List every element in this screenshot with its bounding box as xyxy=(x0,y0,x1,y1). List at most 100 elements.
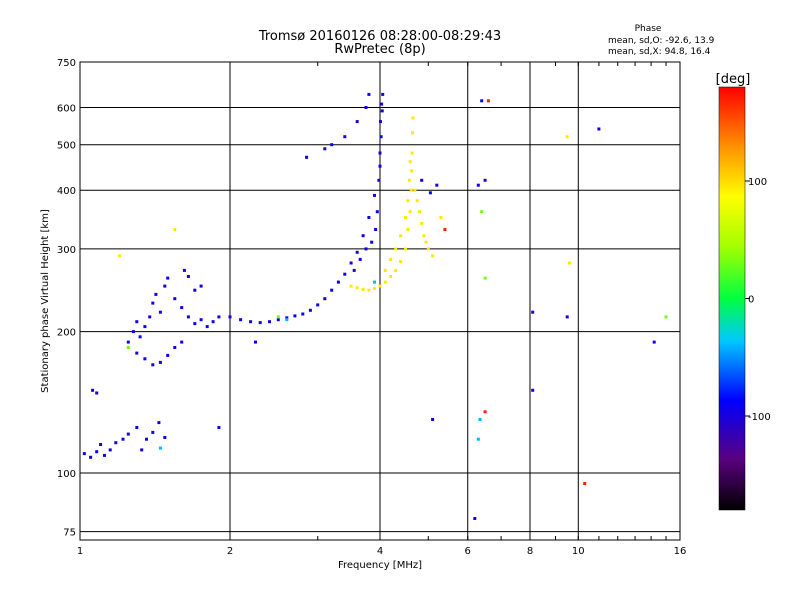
echo-point-o-trace-blue xyxy=(145,437,148,441)
echo-point-o-trace-blue xyxy=(358,257,362,261)
echo-point-o-trace-blue xyxy=(205,325,209,329)
colorbar xyxy=(718,86,746,511)
echo-point-o-trace-blue xyxy=(91,388,95,392)
echo-point-o-trace-blue xyxy=(211,320,215,324)
echo-point-o-trace-blue xyxy=(531,388,535,392)
echo-point-o-trace-blue xyxy=(323,147,327,151)
echo-point-o-trace-blue xyxy=(158,360,162,364)
echo-point-o-trace-blue xyxy=(249,320,253,324)
echo-point-o-trace-blue xyxy=(483,178,487,182)
echo-point-cyan-echoes xyxy=(476,437,480,441)
echo-point-o-trace-blue xyxy=(378,164,382,168)
echo-point-o-trace-blue xyxy=(135,320,139,324)
echo-point-o-trace-blue xyxy=(330,288,334,292)
echo-point-x-trace-yellow xyxy=(361,287,365,291)
echo-point-x-trace-yellow xyxy=(410,169,414,173)
echo-point-o-trace-blue xyxy=(349,261,353,265)
colorbar-tick-label: 0 xyxy=(748,295,754,306)
echo-point-x-trace-yellow xyxy=(173,228,177,231)
echo-point-x-trace-yellow xyxy=(389,257,393,261)
echo-point-o-trace-blue xyxy=(217,315,221,319)
echo-point-o-trace-blue xyxy=(254,340,257,344)
echo-point-o-trace-blue xyxy=(180,340,184,344)
chart-title: Tromsø 20160126 08:28:00-08:29:43 xyxy=(258,29,501,44)
echo-point-o-trace-blue xyxy=(379,120,382,124)
echo-point-o-trace-blue xyxy=(305,155,309,159)
echo-point-o-trace-blue xyxy=(199,284,203,288)
echo-point-o-trace-blue xyxy=(378,151,382,155)
echo-point-x-trace-yellow xyxy=(389,275,393,278)
echo-point-o-trace-blue xyxy=(323,297,327,301)
echo-point-o-trace-blue xyxy=(157,421,161,425)
phase-info-o: mean, sd,O: -92.6, 13.9 xyxy=(608,36,715,46)
echo-point-o-trace-blue xyxy=(126,432,130,436)
echo-point-o-trace-blue xyxy=(381,92,385,96)
echo-point-o-trace-blue xyxy=(373,193,376,197)
echo-point-o-trace-blue xyxy=(480,99,484,103)
y-axis-label: Stationary phase Virtual Height [km] xyxy=(40,209,51,393)
echo-point-o-trace-blue xyxy=(420,178,424,182)
echo-point-x-trace-yellow xyxy=(408,160,412,164)
chart-subtitle: RwPretec (8p) xyxy=(334,42,425,57)
echo-point-o-trace-blue xyxy=(435,183,439,187)
x-tick-label: 4 xyxy=(377,546,383,557)
echo-point-x-trace-yellow xyxy=(404,216,407,219)
echo-point-o-trace-blue xyxy=(163,284,167,288)
echo-point-o-trace-blue xyxy=(131,330,135,334)
echo-point-o-trace-blue xyxy=(377,178,381,182)
echo-point-o-trace-blue xyxy=(276,318,280,322)
echo-point-x-trace-yellow xyxy=(415,199,419,203)
echo-point-x-trace-yellow xyxy=(411,131,415,135)
x-tick-label: 10 xyxy=(572,546,585,557)
y-tick-label: 200 xyxy=(57,328,76,339)
echo-point-o-trace-blue xyxy=(166,276,170,280)
echo-point-x-trace-yellow xyxy=(411,116,415,120)
echo-point-o-trace-blue xyxy=(380,109,384,113)
echo-point-cyan-echoes xyxy=(373,280,376,284)
echo-point-o-trace-blue xyxy=(143,325,147,329)
echo-point-x-trace-yellow xyxy=(565,135,569,139)
echo-point-x-trace-yellow xyxy=(410,151,414,155)
echo-point-o-trace-blue xyxy=(428,191,432,195)
echo-point-o-trace-blue xyxy=(258,321,262,325)
echo-point-o-trace-blue xyxy=(82,452,86,456)
echo-point-o-trace-blue xyxy=(154,292,158,296)
echo-point-o-trace-blue xyxy=(151,430,155,434)
echo-point-x-trace-yellow xyxy=(367,288,371,292)
echo-point-x-trace-yellow xyxy=(118,254,121,258)
x-axis-label: Frequency [MHz] xyxy=(338,560,422,571)
echo-point-o-trace-blue xyxy=(186,275,190,278)
x-tick-label: 16 xyxy=(674,546,687,557)
echo-point-o-trace-blue xyxy=(140,448,144,452)
echo-point-x-trace-yellow xyxy=(378,284,382,288)
echo-point-o-trace-blue xyxy=(336,280,340,284)
echo-point-o-trace-blue xyxy=(476,183,480,187)
echo-point-o-trace-blue xyxy=(370,240,374,244)
echo-point-o-trace-blue xyxy=(126,340,130,344)
echo-point-o-trace-blue xyxy=(239,318,243,322)
echo-point-x-trace-yellow xyxy=(426,247,430,251)
echo-point-o-trace-blue xyxy=(135,426,139,429)
echo-point-x-trace-yellow xyxy=(406,199,410,203)
echo-point-o-trace-blue xyxy=(193,288,197,292)
grid-lines xyxy=(80,62,680,540)
x-tick-label: 8 xyxy=(527,546,533,557)
echo-point-o-trace-blue xyxy=(268,320,271,324)
echo-point-o-trace-blue xyxy=(193,322,197,326)
echo-point-x-trace-yellow xyxy=(431,254,435,258)
echo-point-o-trace-blue xyxy=(173,346,177,349)
echo-point-o-trace-blue xyxy=(285,316,289,320)
x-tick-label: 2 xyxy=(227,546,233,557)
echo-point-o-trace-blue xyxy=(143,357,147,361)
echo-point-x-trace-yellow xyxy=(399,234,403,238)
echo-point-o-trace-blue xyxy=(103,453,106,457)
echo-point-cyan-echoes xyxy=(285,318,289,322)
echo-point-o-trace-blue xyxy=(173,297,177,301)
echo-point-x-trace-yellow xyxy=(406,228,410,231)
echo-point-o-trace-blue xyxy=(151,301,155,305)
echo-point-x-trace-yellow xyxy=(439,216,443,219)
x-tick-label: 6 xyxy=(465,546,471,557)
echo-point-o-trace-blue xyxy=(355,250,359,254)
colorbar-tick-label: -100 xyxy=(748,412,771,423)
